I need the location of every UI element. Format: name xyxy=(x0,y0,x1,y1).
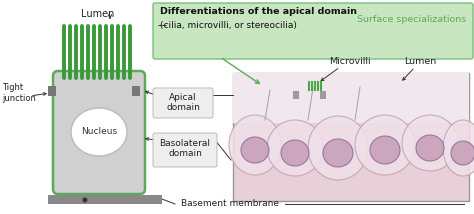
FancyBboxPatch shape xyxy=(53,71,145,194)
Ellipse shape xyxy=(355,115,415,175)
Ellipse shape xyxy=(308,116,368,180)
Circle shape xyxy=(82,198,88,202)
Bar xyxy=(48,86,56,96)
Text: Microvilli: Microvilli xyxy=(329,56,371,65)
Ellipse shape xyxy=(71,108,127,156)
Text: —: — xyxy=(158,21,167,30)
Text: Surface specializations: Surface specializations xyxy=(357,15,466,24)
Ellipse shape xyxy=(416,135,444,161)
Ellipse shape xyxy=(267,120,323,176)
Ellipse shape xyxy=(229,115,281,175)
FancyBboxPatch shape xyxy=(153,133,217,167)
Text: Nucleus: Nucleus xyxy=(81,128,117,137)
Ellipse shape xyxy=(451,141,474,165)
Text: Tight
junction: Tight junction xyxy=(2,83,36,103)
Bar xyxy=(320,91,326,99)
Text: Apical
domain: Apical domain xyxy=(166,93,200,112)
Bar xyxy=(132,86,140,96)
FancyBboxPatch shape xyxy=(153,3,473,59)
Ellipse shape xyxy=(370,136,400,164)
Text: (cilia, microvilli, or stereocilia): (cilia, microvilli, or stereocilia) xyxy=(160,21,297,30)
Bar xyxy=(293,91,299,99)
Ellipse shape xyxy=(402,115,458,171)
FancyBboxPatch shape xyxy=(153,88,213,118)
Bar xyxy=(48,195,162,204)
Ellipse shape xyxy=(241,137,269,163)
Text: Basolateral
domain: Basolateral domain xyxy=(159,139,210,158)
Ellipse shape xyxy=(281,140,309,166)
Text: Basement membrane: Basement membrane xyxy=(181,199,279,208)
Text: Lumen: Lumen xyxy=(404,56,436,65)
Ellipse shape xyxy=(443,120,474,176)
Bar xyxy=(233,73,469,201)
Bar xyxy=(233,73,469,123)
Ellipse shape xyxy=(323,139,353,167)
Text: Lumen: Lumen xyxy=(82,9,115,19)
Text: Differentiations of the apical domain: Differentiations of the apical domain xyxy=(160,7,357,16)
